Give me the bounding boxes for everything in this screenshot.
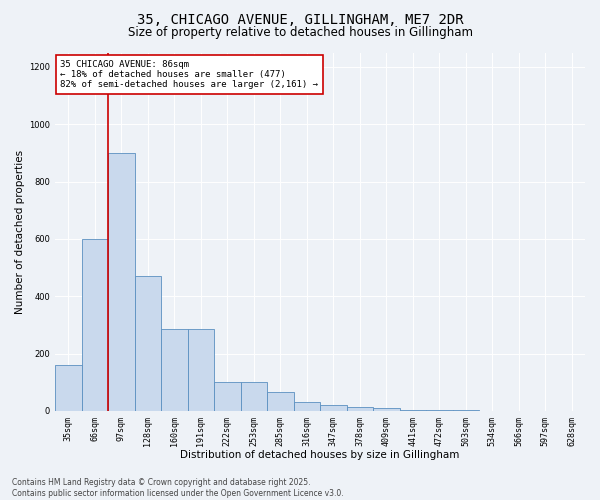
Text: Size of property relative to detached houses in Gillingham: Size of property relative to detached ho… [128,26,473,39]
Bar [108,153,134,411]
Bar [400,410,426,411]
Bar [426,410,452,411]
Bar [188,329,214,411]
Bar [161,329,188,411]
Y-axis label: Number of detached properties: Number of detached properties [15,150,25,314]
Bar [267,392,293,411]
X-axis label: Distribution of detached houses by size in Gillingham: Distribution of detached houses by size … [181,450,460,460]
Bar [293,402,320,411]
Bar [347,406,373,411]
Bar [55,365,82,411]
Bar [373,408,400,411]
Bar [452,410,479,411]
Bar [214,382,241,411]
Bar [82,239,108,411]
Text: 35 CHICAGO AVENUE: 86sqm
← 18% of detached houses are smaller (477)
82% of semi-: 35 CHICAGO AVENUE: 86sqm ← 18% of detach… [61,60,319,90]
Bar [241,382,267,411]
Text: 35, CHICAGO AVENUE, GILLINGHAM, ME7 2DR: 35, CHICAGO AVENUE, GILLINGHAM, ME7 2DR [137,12,463,26]
Text: Contains HM Land Registry data © Crown copyright and database right 2025.
Contai: Contains HM Land Registry data © Crown c… [12,478,344,498]
Bar [134,276,161,411]
Bar [320,405,347,411]
